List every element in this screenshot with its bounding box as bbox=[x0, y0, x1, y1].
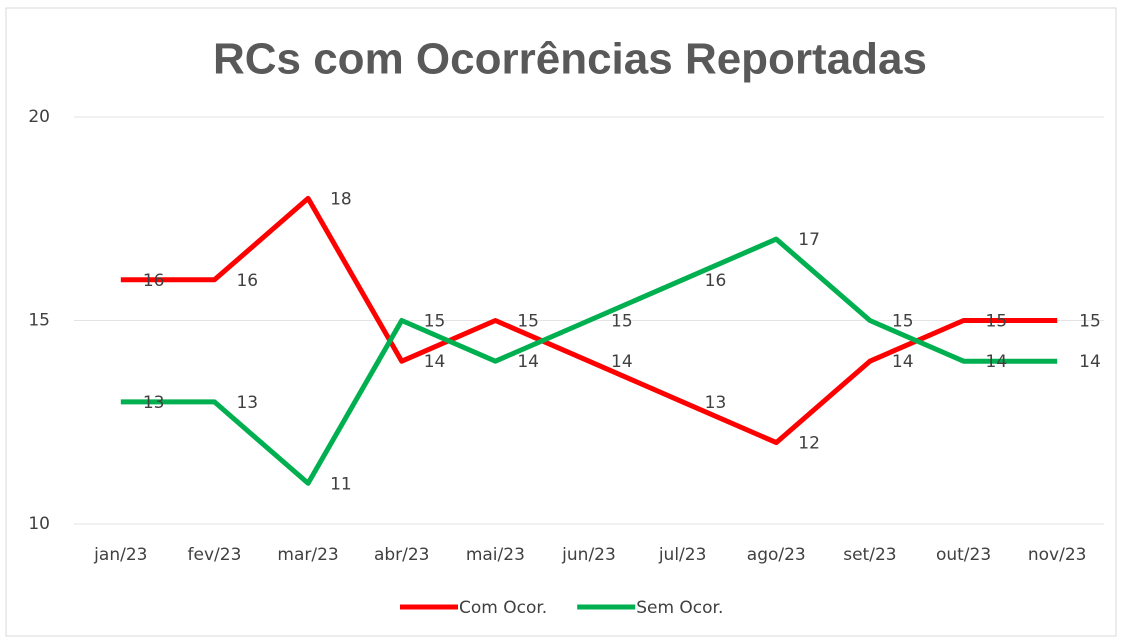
data-label: 14 bbox=[424, 352, 446, 372]
data-label: 14 bbox=[892, 352, 914, 372]
data-label: 17 bbox=[798, 230, 820, 250]
x-tick-label: fev/23 bbox=[188, 545, 242, 565]
x-tick-label: mar/23 bbox=[277, 545, 338, 565]
legend-label: Sem Ocor. bbox=[636, 598, 723, 618]
data-label: 15 bbox=[424, 312, 446, 332]
data-label: 14 bbox=[517, 352, 539, 372]
x-tick-label: abr/23 bbox=[374, 545, 430, 565]
data-label: 15 bbox=[611, 312, 633, 332]
data-label: 14 bbox=[611, 352, 633, 372]
data-label: 15 bbox=[1079, 312, 1101, 332]
y-tick-label: 20 bbox=[28, 107, 50, 127]
x-tick-label: nov/23 bbox=[1028, 545, 1087, 565]
x-tick-label: jul/23 bbox=[658, 545, 707, 565]
data-label: 14 bbox=[986, 352, 1008, 372]
x-tick-label: set/23 bbox=[843, 545, 896, 565]
x-tick-label: jan/23 bbox=[93, 545, 147, 565]
series-line bbox=[120, 195, 1058, 446]
x-tick-label: jun/23 bbox=[561, 545, 616, 565]
x-tick-label: mai/23 bbox=[466, 545, 525, 565]
data-label: 18 bbox=[330, 189, 352, 209]
data-label: 11 bbox=[330, 474, 352, 494]
legend-label: Com Ocor. bbox=[459, 598, 547, 618]
x-tick-label: ago/23 bbox=[747, 545, 806, 565]
data-label: 15 bbox=[892, 312, 914, 332]
data-label: 16 bbox=[143, 271, 165, 291]
chart-border bbox=[5, 7, 1117, 637]
data-label: 15 bbox=[517, 312, 539, 332]
chart-title: RCs com Ocorrências Reportadas bbox=[213, 35, 927, 84]
y-tick-label: 10 bbox=[28, 514, 50, 534]
series-line bbox=[120, 236, 1058, 486]
data-label: 16 bbox=[236, 271, 258, 291]
x-tick-label: out/23 bbox=[936, 545, 991, 565]
data-label: 14 bbox=[1079, 352, 1101, 372]
y-tick-label: 15 bbox=[28, 311, 50, 331]
data-label: 12 bbox=[798, 434, 820, 454]
data-label: 13 bbox=[236, 393, 258, 413]
data-label: 13 bbox=[705, 393, 727, 413]
data-label: 16 bbox=[705, 271, 727, 291]
data-label: 15 bbox=[986, 312, 1008, 332]
data-label: 13 bbox=[143, 393, 165, 413]
